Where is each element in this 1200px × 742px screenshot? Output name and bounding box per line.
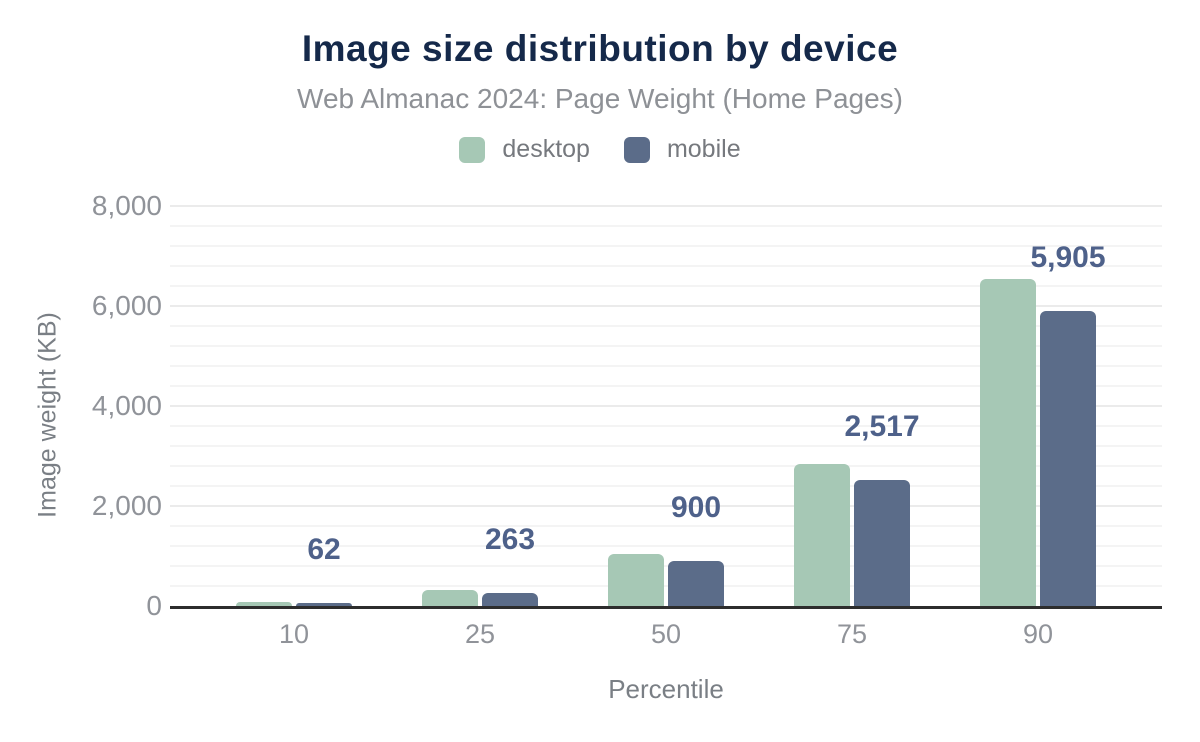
- y-tick-label: 0: [146, 590, 162, 621]
- gridline-minor: [170, 265, 1162, 267]
- gridline-major: [170, 505, 1162, 507]
- gridline-minor: [170, 465, 1162, 467]
- gridline-minor: [170, 325, 1162, 327]
- x-axis-title: Percentile: [608, 674, 724, 704]
- bar-mobile-p10: [296, 602, 352, 606]
- gridline-major: [170, 405, 1162, 407]
- gridline-minor: [170, 225, 1162, 227]
- gridline-minor: [170, 385, 1162, 387]
- x-tick-label-75: 75: [836, 619, 868, 649]
- gridline-major: [170, 305, 1162, 307]
- legend-label-mobile: mobile: [666, 135, 741, 163]
- gridline-minor: [170, 345, 1162, 347]
- gridline-minor: [170, 485, 1162, 487]
- y-tick-label: 4,000: [91, 390, 162, 421]
- bar-desktop-p75: [794, 464, 850, 606]
- x-tick-label-90: 90: [1022, 619, 1054, 649]
- legend-swatch-desktop: [459, 136, 486, 163]
- bar-mobile-p50: [668, 561, 724, 606]
- gridline-minor: [170, 425, 1162, 427]
- bar-desktop-p90: [980, 278, 1036, 606]
- y-tick-label: 6,000: [91, 290, 162, 321]
- gridline-minor: [170, 585, 1162, 587]
- gridline-minor: [170, 445, 1162, 447]
- value-label-p75: 2,517: [844, 410, 920, 444]
- y-tick-label: 8,000: [91, 190, 162, 221]
- legend-item-desktop: desktop: [459, 135, 590, 164]
- bar-mobile-p90: [1040, 310, 1096, 606]
- value-label-p25: 263: [484, 522, 536, 556]
- bar-mobile-p25: [482, 592, 538, 606]
- legend-item-mobile: mobile: [623, 135, 741, 164]
- gridline-minor: [170, 285, 1162, 287]
- bar-mobile-p75: [854, 480, 910, 606]
- legend-label-desktop: desktop: [502, 135, 590, 163]
- legend-swatch-mobile: [623, 136, 650, 163]
- plot-area: 62 263 900 2,517 5,905: [170, 205, 1162, 609]
- x-axis-line: [170, 606, 1162, 609]
- bar-desktop-p50: [608, 554, 664, 606]
- chart-legend: desktop mobile: [0, 135, 1200, 164]
- chart-subtitle: Web Almanac 2024: Page Weight (Home Page…: [297, 83, 903, 114]
- gridline-major: [170, 205, 1162, 207]
- value-label-p90: 5,905: [1030, 240, 1106, 274]
- gridline-minor: [170, 525, 1162, 527]
- gridline-minor: [170, 365, 1162, 367]
- x-tick-label-25: 25: [464, 619, 496, 649]
- chart-title: Image size distribution by device: [301, 28, 899, 69]
- gridline-minor: [170, 545, 1162, 547]
- value-label-p50: 900: [670, 491, 722, 524]
- bar-desktop-p10: [236, 601, 292, 606]
- bar-desktop-p25: [422, 590, 478, 606]
- x-tick-label-10: 10: [278, 619, 310, 649]
- gridline-minor: [170, 565, 1162, 567]
- value-label-p10: 62: [307, 532, 341, 566]
- x-tick-label-50: 50: [650, 619, 682, 649]
- gridline-minor: [170, 245, 1162, 247]
- y-tick-label: 2,000: [91, 490, 162, 521]
